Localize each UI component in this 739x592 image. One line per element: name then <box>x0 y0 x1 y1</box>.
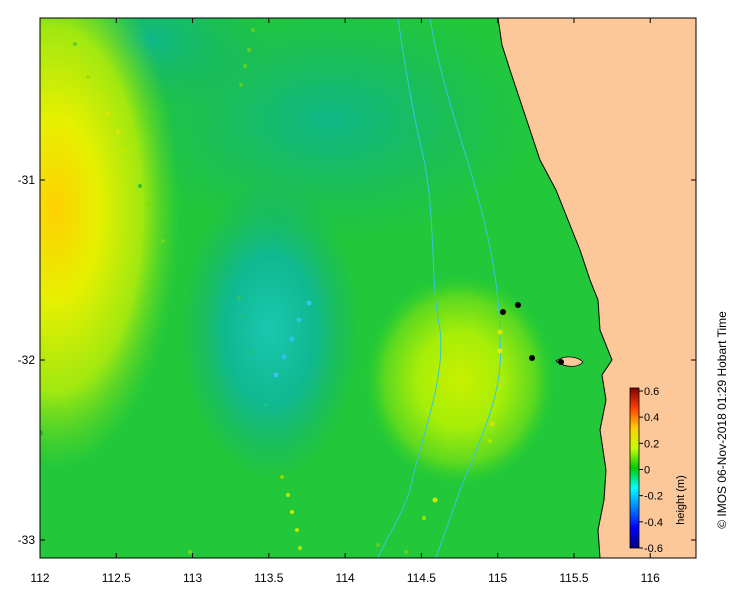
colorbar-tick-label: -0.6 <box>644 543 663 555</box>
plot-area <box>40 18 696 558</box>
x-tick-label: 113.5 <box>254 571 283 585</box>
colorbar-title: height (m) <box>675 475 687 525</box>
x-tick-label: 113 <box>183 571 202 585</box>
colorbar-tick-label: 0.2 <box>644 438 659 450</box>
plot-frame <box>39 17 697 559</box>
x-tick-label: 116 <box>641 571 660 585</box>
colorbar-tick-label: 0 <box>644 465 650 477</box>
station-marker <box>529 355 535 361</box>
colorbar-ticks: 0.6 0.4 0.2 0 -0.2 -0.4 -0.6 <box>639 386 663 555</box>
y-axis: -31 -32 -33 <box>18 173 696 547</box>
colorbar-tick-label: -0.2 <box>644 491 663 503</box>
station-marker <box>558 359 564 365</box>
station-marker <box>40 430 43 436</box>
bathymetry-contour-east <box>429 18 502 558</box>
x-tick-label: 114 <box>336 571 355 585</box>
x-axis: 112 112.5 113 113.5 114 114.5 115 115.5 116 <box>30 18 660 585</box>
land-mass <box>497 18 696 558</box>
x-tick-label: 114.5 <box>407 571 436 585</box>
colorbar-tick-label: 0.4 <box>644 412 659 424</box>
x-tick-label: 112.5 <box>102 571 131 585</box>
x-tick-label: 112 <box>30 571 49 585</box>
x-tick-label: 115 <box>488 571 507 585</box>
western-high-eddy <box>40 18 180 470</box>
y-tick-label: -31 <box>18 173 36 187</box>
bathymetry-contour-west <box>377 18 442 558</box>
credit-text: © IMOS 06-Nov-2018 01:29 Hobart Time <box>715 311 729 529</box>
colorbar-ramp <box>629 387 640 549</box>
station-marker <box>500 309 506 315</box>
y-tick-label: -32 <box>18 353 36 367</box>
x-tick-label: 115.5 <box>559 571 588 585</box>
y-tick-label: -33 <box>18 533 36 547</box>
colorbar-tick-label: 0.6 <box>644 386 659 398</box>
central-low-eddy <box>180 180 360 480</box>
station-marker <box>515 302 521 308</box>
colorbar: 0.6 0.4 0.2 0 -0.2 -0.4 -0.6 height (m) <box>629 386 687 555</box>
colorbar-tick-label: -0.4 <box>644 517 663 529</box>
track-points <box>73 28 503 554</box>
eastern-high-eddy <box>365 275 555 485</box>
